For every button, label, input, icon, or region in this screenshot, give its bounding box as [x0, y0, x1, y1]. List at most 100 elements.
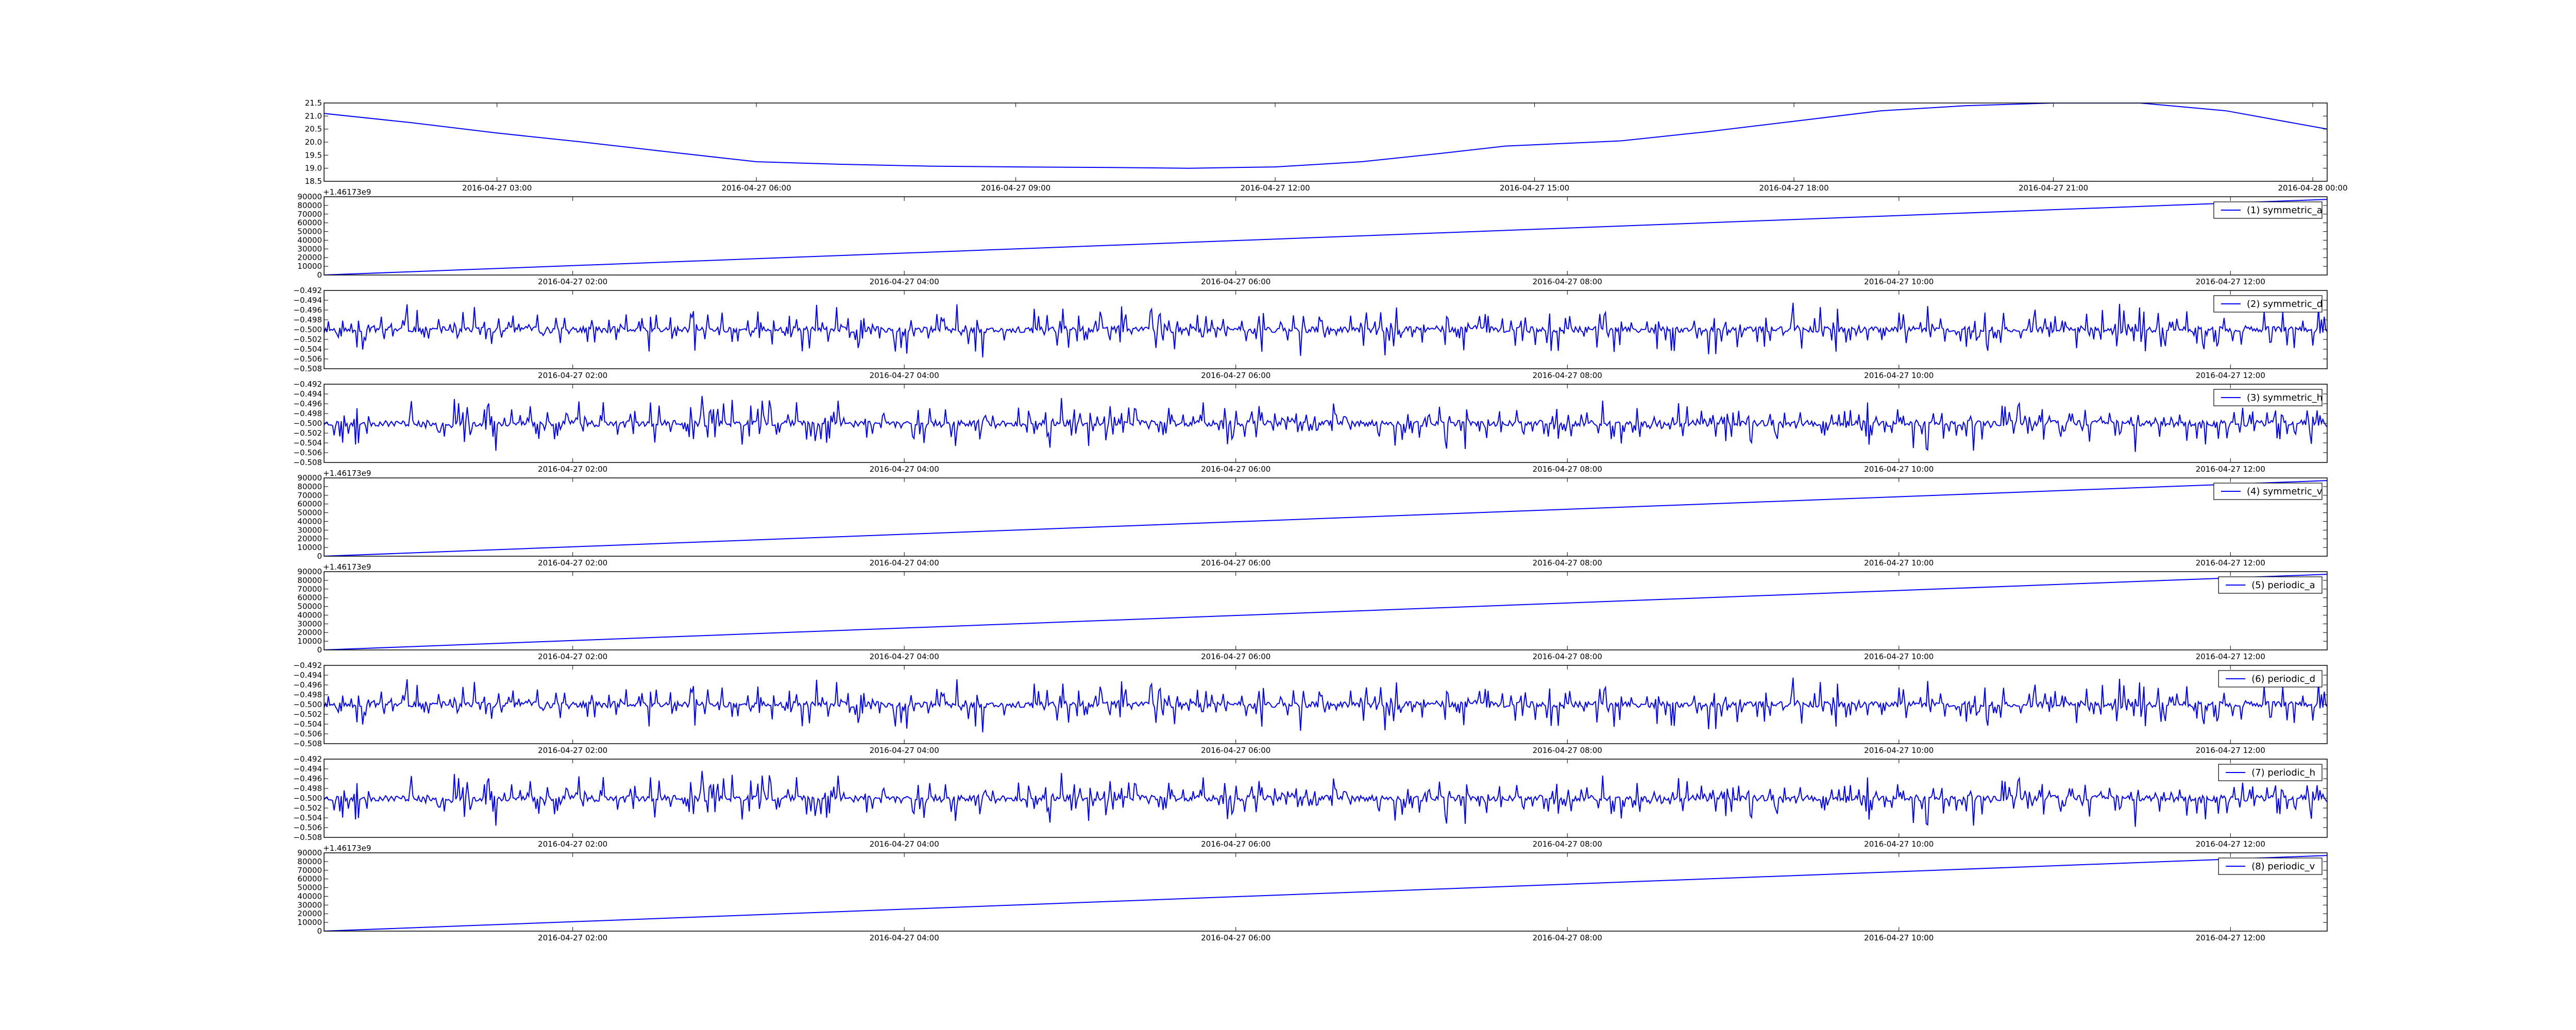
legend-label: (2) symmetric_d [2247, 299, 2323, 310]
y-tick-label: −0.496 [293, 680, 322, 690]
y-tick-label: −0.508 [293, 739, 322, 748]
y-tick-label: 80000 [297, 576, 322, 585]
y-tick-label: −0.492 [293, 754, 322, 764]
y-tick-label: 18.5 [305, 177, 322, 186]
x-tick-label: 2016-04-27 04:00 [870, 558, 939, 568]
legend: (5) periodic_a [2218, 576, 2323, 594]
x-tick-label: 2016-04-27 12:00 [2196, 839, 2265, 849]
y-tick-label: 0 [317, 926, 322, 936]
y-tick-label: 0 [317, 645, 322, 655]
y-tick-label: −0.496 [293, 774, 322, 783]
plot-area [324, 480, 2327, 556]
legend-label: (5) periodic_a [2251, 580, 2315, 591]
y-tick-label: −0.506 [293, 448, 322, 457]
x-tick-label: 2016-04-27 02:00 [538, 839, 607, 849]
x-tick-label: 2016-04-27 08:00 [1533, 277, 1602, 286]
legend-label: (6) periodic_d [2251, 674, 2315, 684]
x-tick-label: 2016-04-27 10:00 [1864, 277, 1934, 286]
y-tick-label: 20000 [297, 628, 322, 637]
axes-frame [324, 477, 2328, 557]
y-tick-label: 60000 [297, 593, 322, 603]
axis-offset-label: +1.46173e9 [323, 844, 371, 853]
chart-panel-5: 0100002000030000400005000060000700008000… [297, 469, 2328, 568]
x-tick-label: 2016-04-27 21:00 [2019, 183, 2088, 193]
x-tick-label: 2016-04-27 04:00 [870, 933, 939, 942]
series-line-6-periodic-d [324, 677, 2327, 732]
x-tick-label: 2016-04-27 02:00 [538, 465, 607, 474]
x-tick-label: 2016-04-27 08:00 [1533, 652, 1602, 661]
y-tick-label: 70000 [297, 491, 322, 500]
series-line-temperature [324, 103, 2327, 169]
y-tick-label: −0.496 [293, 305, 322, 315]
x-tick-label: 2016-04-27 04:00 [870, 371, 939, 380]
y-tick-label: 90000 [297, 192, 322, 201]
chart-panel-2: 0100002000030000400005000060000700008000… [297, 187, 2328, 286]
y-tick-label: 19.5 [305, 150, 322, 160]
y-tick-label: 70000 [297, 866, 322, 875]
y-tick-label: −0.506 [293, 354, 322, 364]
x-tick-label: 2016-04-27 04:00 [870, 652, 939, 661]
y-tick-label: 40000 [297, 517, 322, 526]
y-tick-label: −0.492 [293, 380, 322, 389]
y-tick-label: 90000 [297, 567, 322, 576]
series-line-2-symmetric-d [324, 302, 2327, 357]
axis-offset-label: +1.46173e9 [323, 187, 371, 197]
y-tick-label: 50000 [297, 508, 322, 518]
x-tick-label: 2016-04-27 06:00 [1201, 371, 1270, 380]
y-tick-label: −0.502 [293, 803, 322, 813]
x-tick-label: 2016-04-27 02:00 [538, 746, 607, 755]
plot-area [324, 855, 2327, 931]
x-tick-label: 2016-04-27 10:00 [1864, 652, 1934, 661]
y-tick-label: 50000 [297, 602, 322, 611]
x-tick-label: 2016-04-27 08:00 [1533, 746, 1602, 755]
x-tick-label: 2016-04-27 02:00 [538, 371, 607, 380]
y-tick-label: 80000 [297, 201, 322, 210]
x-tick-label: 2016-04-27 06:00 [1201, 465, 1270, 474]
y-tick-label: 70000 [297, 210, 322, 219]
y-tick-label: 21.5 [305, 98, 322, 108]
x-tick-label: 2016-04-27 10:00 [1864, 933, 1934, 942]
chart-panel-3: −0.508−0.506−0.504−0.502−0.500−0.498−0.4… [293, 286, 2328, 380]
x-tick-label: 2016-04-27 12:00 [2196, 465, 2265, 474]
y-tick-label: 30000 [297, 244, 322, 253]
y-tick-label: 0 [317, 552, 322, 561]
y-tick-label: −0.504 [293, 345, 322, 354]
legend-label: (3) symmetric_h [2247, 392, 2323, 403]
y-tick-label: −0.494 [293, 671, 322, 680]
x-tick-label: 2016-04-27 08:00 [1533, 465, 1602, 474]
x-tick-label: 2016-04-27 06:00 [1201, 839, 1270, 849]
chart-panel-4: −0.508−0.506−0.504−0.502−0.500−0.498−0.4… [293, 380, 2328, 474]
y-tick-label: −0.498 [293, 690, 322, 699]
y-tick-label: 90000 [297, 848, 322, 857]
y-tick-label: −0.504 [293, 438, 322, 448]
y-tick-label: 50000 [297, 883, 322, 892]
x-tick-label: 2016-04-27 02:00 [538, 558, 607, 568]
series-line-1-symmetric-a [324, 199, 2327, 275]
chart-panel-6: 0100002000030000400005000060000700008000… [297, 562, 2328, 661]
x-tick-label: 2016-04-27 04:00 [870, 746, 939, 755]
y-tick-label: 10000 [297, 918, 322, 927]
x-tick-label: 2016-04-27 15:00 [1500, 183, 1569, 193]
x-tick-label: 2016-04-27 12:00 [2196, 652, 2265, 661]
y-tick-label: 20000 [297, 253, 322, 262]
x-tick-label: 2016-04-27 04:00 [870, 465, 939, 474]
y-tick-label: 60000 [297, 500, 322, 509]
x-tick-label: 2016-04-27 12:00 [2196, 277, 2265, 286]
axes-frame [324, 852, 2328, 932]
y-tick-label: 60000 [297, 218, 322, 228]
y-tick-label: 20000 [297, 909, 322, 918]
y-tick-label: 90000 [297, 473, 322, 483]
legend-label: (4) symmetric_v [2247, 486, 2323, 497]
plot-area [324, 574, 2327, 650]
y-tick-label: 20.5 [305, 125, 322, 134]
y-tick-label: 19.0 [305, 164, 322, 173]
y-tick-label: −0.494 [293, 389, 322, 399]
x-tick-label: 2016-04-27 02:00 [538, 277, 607, 286]
legend: (8) periodic_v [2218, 857, 2323, 875]
x-tick-label: 2016-04-27 06:00 [1201, 933, 1270, 942]
y-tick-label: 30000 [297, 900, 322, 909]
plot-area [324, 396, 2327, 452]
chart-panel-1: 18.5 19.0 19.5 20.0 20.5 21.0 21.5 2016-04-27 0… [305, 98, 2348, 193]
y-tick-label: −0.508 [293, 458, 322, 467]
y-tick-label: −0.506 [293, 729, 322, 739]
